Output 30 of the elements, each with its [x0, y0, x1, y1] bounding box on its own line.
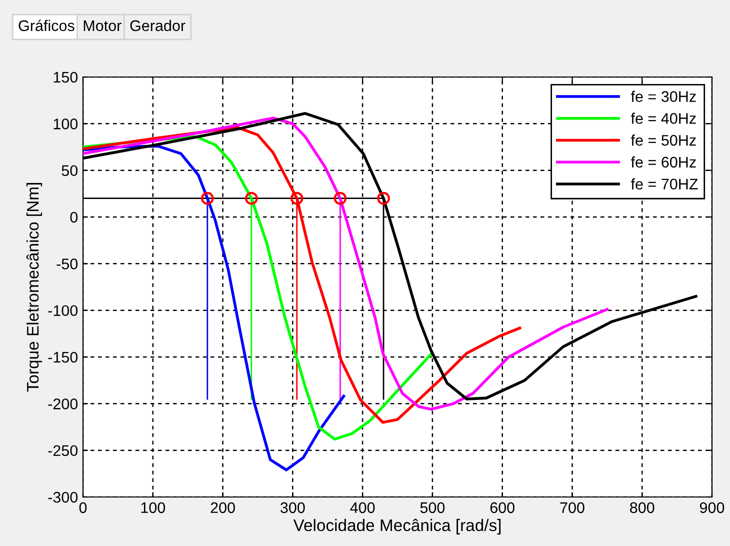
- x-tick-label: 800: [630, 502, 654, 514]
- y-tick-label: -150: [48, 352, 78, 363]
- x-tick-label: 200: [210, 502, 235, 514]
- x-tick-label: 100: [141, 502, 166, 514]
- text: Gerador: [130, 20, 186, 32]
- x-tick-label: 500: [420, 502, 445, 514]
- legend-label: fe = 70HZ: [630, 178, 698, 190]
- x-axis-title: Velocidade Mecânica [rad/s]: [293, 518, 501, 534]
- y-axis-title: Torque Eletromecânico [Nm]: [26, 183, 42, 392]
- x-tick-label: 900: [700, 502, 724, 514]
- y-tick-label: 50: [62, 165, 78, 176]
- y-tick-label: -200: [48, 398, 78, 410]
- y-tick-label: -250: [48, 445, 78, 456]
- x-tick-label: 0: [79, 502, 87, 514]
- y-tick-label: -50: [56, 258, 78, 270]
- text: Motor: [84, 20, 122, 32]
- legend-label: fe = 60Hz: [630, 156, 696, 168]
- x-tick-label: 300: [280, 502, 305, 514]
- text: Gráficos: [18, 20, 74, 32]
- x-tick-label: 600: [490, 502, 514, 514]
- y-tick-label: 100: [54, 118, 78, 130]
- y-tick-label: 0: [70, 212, 78, 223]
- legend-label: fe = 40Hz: [630, 112, 696, 124]
- legend-label: fe = 30Hz: [630, 90, 696, 102]
- legend-label: fe = 50Hz: [630, 134, 696, 146]
- y-tick-label: -100: [48, 305, 78, 316]
- x-tick-label: 700: [560, 502, 584, 514]
- y-tick-label: -300: [48, 492, 78, 503]
- x-tick-label: 400: [350, 502, 375, 514]
- y-tick-label: 150: [54, 72, 78, 83]
